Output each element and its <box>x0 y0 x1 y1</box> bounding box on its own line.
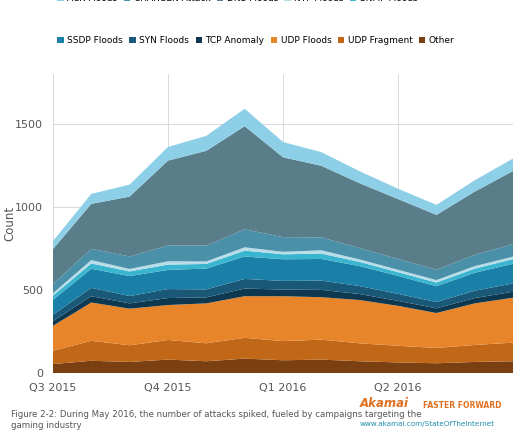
Legend: SSDP Floods, SYN Floods, TCP Anomaly, UDP Floods, UDP Fragment, Other: SSDP Floods, SYN Floods, TCP Anomaly, UD… <box>58 36 454 46</box>
Text: Figure 2-2: During May 2016, the number of attacks spiked, fueled by campaigns t: Figure 2-2: During May 2016, the number … <box>11 410 421 430</box>
Text: Akamai: Akamai <box>360 397 409 410</box>
Text: www.akamai.com/StateOfTheInternet: www.akamai.com/StateOfTheInternet <box>360 421 495 427</box>
Y-axis label: Count: Count <box>3 206 16 241</box>
Text: FASTER FORWARD: FASTER FORWARD <box>423 401 501 410</box>
